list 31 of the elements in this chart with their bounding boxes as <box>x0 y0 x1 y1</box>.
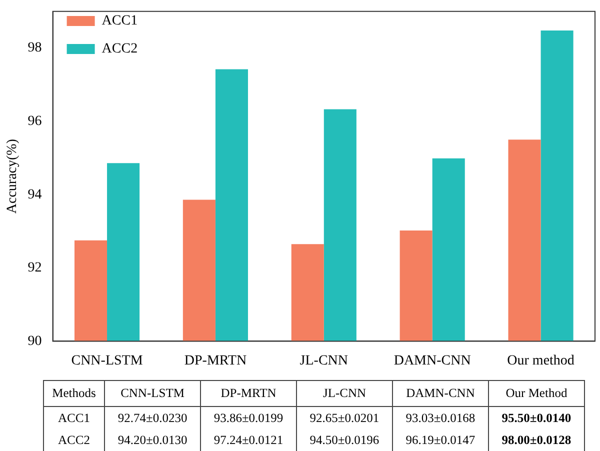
text: Our Method <box>488 380 584 406</box>
text: DP-MRTN <box>200 380 296 406</box>
y-axis-title: Accuracy(%) <box>5 138 20 214</box>
text: 95.50±0.0140 <box>488 406 584 429</box>
text: 94.50±0.0196 <box>296 429 392 451</box>
x-tick-label: Our method <box>507 353 574 368</box>
text: 96.19±0.0147 <box>392 429 488 451</box>
text: ACC2 <box>44 429 105 451</box>
text: 92.74±0.0230 <box>104 406 201 429</box>
text: DAMN-CNN <box>392 380 488 406</box>
x-tick-label: DP-MRTN <box>184 353 247 368</box>
y-tick-label: 96 <box>28 114 42 130</box>
text: 93.03±0.0168 <box>392 406 488 429</box>
text: 98.00±0.0128 <box>488 429 584 451</box>
text: ACC1 <box>44 406 105 429</box>
y-tick-label: 98 <box>28 40 42 56</box>
legend-label: ACC1 <box>102 14 138 29</box>
legend-label: ACC2 <box>102 42 138 57</box>
text: 94.20±0.0130 <box>104 429 201 451</box>
y-tick-label: 90 <box>28 334 42 349</box>
y-tick-label: 92 <box>28 260 42 276</box>
text: 97.24±0.0121 <box>200 429 296 451</box>
y-tick-label: 94 <box>28 187 42 202</box>
x-tick-label: DAMN-CNN <box>394 353 471 368</box>
text: 93.86±0.0199 <box>200 406 296 429</box>
text: JL-CNN <box>296 380 392 406</box>
text: 92.65±0.0201 <box>296 406 392 429</box>
text: CNN-LSTM <box>104 380 201 406</box>
text: Methods <box>44 380 105 406</box>
x-tick-label: JL-CNN <box>300 353 348 368</box>
x-tick-label: CNN-LSTM <box>71 353 144 368</box>
